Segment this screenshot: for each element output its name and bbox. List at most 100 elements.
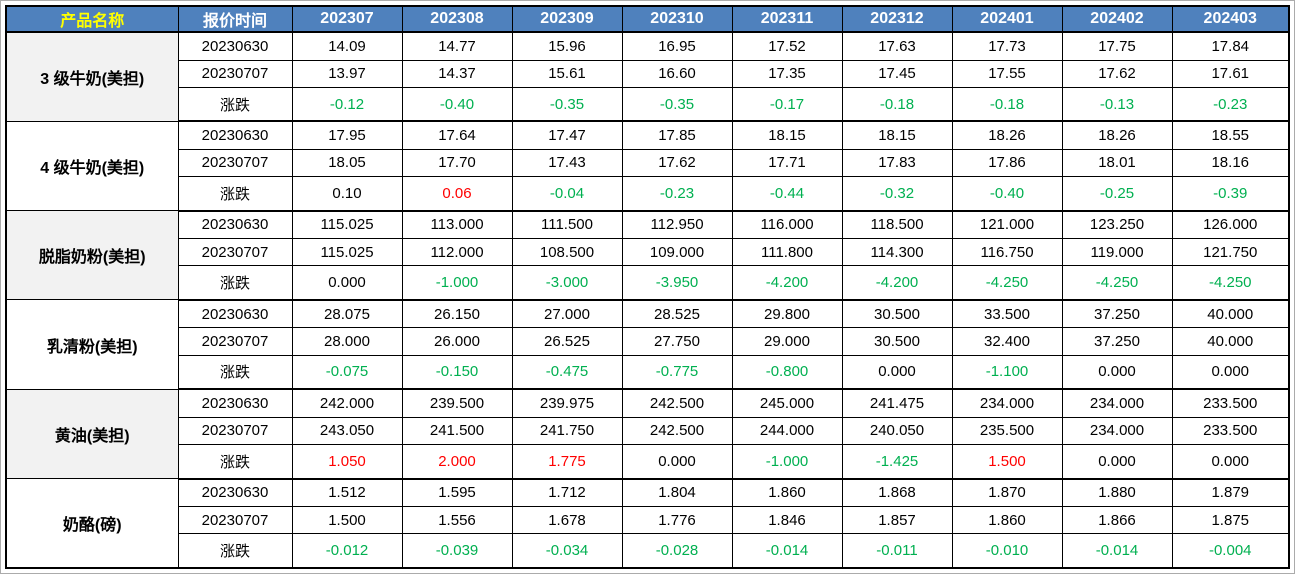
table-row: 脱脂奶粉(美担) 20230630 115.025 113.000 111.500 112… — [5, 210, 1290, 301]
change-value-cell: -0.44 — [731, 176, 843, 212]
date-cell: 20230630 — [177, 299, 293, 329]
table-row: 4 级牛奶(美担) 20230630 17.95 17.64 17.47 17.85 18.… — [5, 120, 1290, 212]
price-value-cell: 1.678 — [511, 506, 623, 535]
table-row: 20230707 18.05 17.70 17.43 17.62 17.71 17.83 17… — [6, 148, 1290, 178]
table-row: 奶酪(磅) 20230630 1.512 1.595 1.712 1.804 1.860 1.… — [5, 478, 1290, 569]
change-value-cell: 0.000 — [841, 354, 953, 391]
change-value-cell: -4.250 — [1061, 265, 1173, 301]
month-column-header: 202308 — [401, 5, 513, 33]
price-value-cell: 17.70 — [401, 148, 513, 178]
change-value-cell: -0.034 — [511, 533, 623, 570]
price-value-cell: 119.000 — [1061, 238, 1173, 267]
change-value-cell: -0.014 — [731, 533, 843, 570]
change-value-cell: -0.23 — [621, 176, 733, 212]
change-value-cell: -1.000 — [401, 265, 513, 301]
price-value-cell: 37.250 — [1061, 327, 1173, 356]
table-header: 产品名称 报价时间 202307 202308 202309 202310 202311 20… — [5, 5, 1290, 33]
table-row: 涨跌 0.10 0.06 -0.04 -0.23 -0.44 -0.32 -0.40 -0.25… — [6, 176, 1290, 212]
date-cell: 20230630 — [177, 210, 293, 240]
price-value-cell: 18.05 — [291, 148, 403, 178]
price-value-cell: 17.62 — [621, 148, 733, 178]
column-header-product: 产品名称 — [5, 5, 179, 33]
change-value-cell: -0.35 — [621, 86, 733, 123]
price-value-cell: 17.62 — [1061, 59, 1173, 88]
price-value-cell: 234.000 — [1061, 388, 1173, 418]
price-value-cell: 18.55 — [1171, 120, 1290, 150]
change-row-label-cell: 涨跌 — [177, 533, 293, 570]
change-value-cell: -0.32 — [841, 176, 953, 212]
price-value-cell: 28.000 — [291, 327, 403, 356]
price-value-cell: 108.500 — [511, 238, 623, 267]
price-value-cell: 244.000 — [731, 416, 843, 446]
price-value-cell: 26.150 — [401, 299, 513, 329]
product-name-cell: 黄油(美担) — [5, 388, 179, 480]
change-value-cell: -0.800 — [731, 354, 843, 391]
price-value-cell: 1.512 — [291, 478, 403, 508]
price-value-cell: 17.61 — [1171, 59, 1290, 88]
price-value-cell: 17.43 — [511, 148, 623, 178]
price-value-cell: 40.000 — [1171, 299, 1290, 329]
change-value-cell: 1.500 — [951, 443, 1063, 480]
change-value-cell: -0.010 — [951, 533, 1063, 570]
date-cell: 20230630 — [177, 478, 293, 508]
price-value-cell: 1.879 — [1171, 478, 1290, 508]
price-value-cell: 32.400 — [951, 327, 1063, 356]
change-value-cell: -0.13 — [1061, 86, 1173, 123]
price-value-cell: 239.500 — [401, 388, 513, 418]
price-value-cell: 1.500 — [291, 506, 403, 535]
price-value-cell: 115.025 — [291, 238, 403, 267]
price-value-cell: 26.525 — [511, 327, 623, 356]
product-name-cell: 3 级牛奶(美担) — [5, 31, 179, 122]
price-value-cell: 112.950 — [621, 210, 733, 240]
table-row: 涨跌 -0.012 -0.039 -0.034 -0.028 -0.014 -0.011 -0… — [6, 533, 1290, 570]
table-row: 涨跌 1.050 2.000 1.775 0.000 -1.000 -1.425 1.500 0… — [6, 443, 1290, 480]
table-body: 3 级牛奶(美担) 20230630 14.09 14.77 15.96 16.95 17.… — [5, 31, 1290, 570]
price-value-cell: 242.500 — [621, 388, 733, 418]
table-row: 黄油(美担) 20230630 242.000 239.500 239.975 242.5… — [5, 388, 1290, 480]
table-row: 涨跌 -0.12 -0.40 -0.35 -0.35 -0.17 -0.18 -0.18 -0.… — [6, 86, 1290, 123]
change-value-cell: -0.475 — [511, 354, 623, 391]
table-row: 20230707 1.500 1.556 1.678 1.776 1.846 1.857 1.… — [6, 506, 1290, 535]
table-row: 20230707 13.97 14.37 15.61 16.60 17.35 17.45 17… — [6, 59, 1290, 88]
date-cell: 20230707 — [177, 416, 293, 446]
change-value-cell: 0.06 — [401, 176, 513, 212]
price-value-cell: 1.846 — [731, 506, 843, 535]
change-value-cell: 0.10 — [291, 176, 403, 212]
change-value-cell: -0.25 — [1061, 176, 1173, 212]
change-value-cell: -3.000 — [511, 265, 623, 301]
change-value-cell: -0.014 — [1061, 533, 1173, 570]
change-value-cell: 0.000 — [1171, 354, 1290, 391]
price-value-cell: 1.866 — [1061, 506, 1173, 535]
price-value-cell: 1.870 — [951, 478, 1063, 508]
change-value-cell: -0.12 — [291, 86, 403, 123]
table-row: 涨跌 -0.075 -0.150 -0.475 -0.775 -0.800 0.000 -1.… — [6, 354, 1290, 391]
price-value-cell: 29.000 — [731, 327, 843, 356]
price-value-cell: 17.73 — [951, 31, 1063, 61]
price-value-cell: 17.95 — [291, 120, 403, 150]
price-value-cell: 14.37 — [401, 59, 513, 88]
price-value-cell: 1.880 — [1061, 478, 1173, 508]
price-value-cell: 17.71 — [731, 148, 843, 178]
change-row-label-cell: 涨跌 — [177, 265, 293, 301]
change-value-cell: -0.39 — [1171, 176, 1290, 212]
header-row: 产品名称 报价时间 202307 202308 202309 202310 202311 20… — [5, 5, 1290, 33]
change-value-cell: -4.200 — [731, 265, 843, 301]
price-value-cell: 14.09 — [291, 31, 403, 61]
change-value-cell: -0.40 — [951, 176, 1063, 212]
price-value-cell: 233.500 — [1171, 416, 1290, 446]
price-value-cell: 240.050 — [841, 416, 953, 446]
table-row: 20230707 115.025 112.000 108.500 109.000 111.… — [6, 238, 1290, 267]
change-row-label-cell: 涨跌 — [177, 176, 293, 212]
price-value-cell: 18.26 — [1061, 120, 1173, 150]
date-cell: 20230630 — [177, 31, 293, 61]
change-value-cell: -1.425 — [841, 443, 953, 480]
price-value-cell: 27.000 — [511, 299, 623, 329]
price-value-cell: 17.86 — [951, 148, 1063, 178]
price-value-cell: 234.000 — [1061, 416, 1173, 446]
price-value-cell: 111.500 — [511, 210, 623, 240]
table-row: 涨跌 0.000 -1.000 -3.000 -3.950 -4.200 -4.200 -4.… — [6, 265, 1290, 301]
price-value-cell: 1.712 — [511, 478, 623, 508]
price-value-cell: 16.60 — [621, 59, 733, 88]
price-value-cell: 28.075 — [291, 299, 403, 329]
